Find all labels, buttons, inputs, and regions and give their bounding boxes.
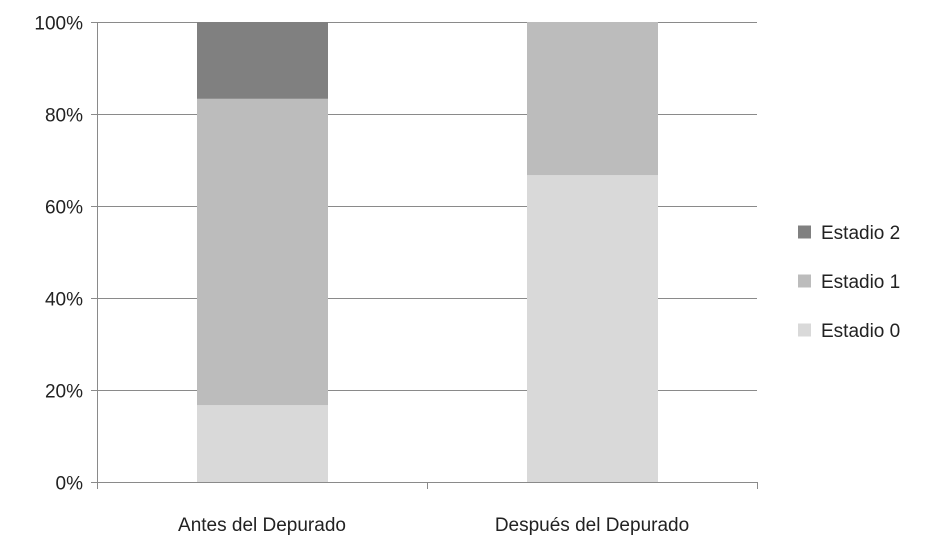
legend-label: Estadio 0	[821, 321, 900, 342]
x-category-label: Después del Depurado	[495, 515, 689, 536]
bar-estadio-0-cat-1	[527, 175, 658, 482]
y-tick-label: 100%	[34, 14, 83, 35]
bar-estadio-1-cat-0	[197, 98, 328, 406]
legend: Estadio 2 Estadio 1 Estadio 0	[798, 223, 900, 342]
bars	[197, 22, 658, 482]
bar-estadio-2-cat-0	[197, 22, 328, 99]
x-category-label: Antes del Depurado	[178, 515, 346, 536]
y-tick-label: 0%	[56, 474, 84, 495]
axes: 0% 20% 40% 60% 80% 100% Antes del Depurado Desp…	[34, 14, 758, 536]
bar-estadio-0-cat-0	[197, 405, 328, 482]
bar-estadio-1-cat-1	[527, 22, 658, 176]
legend-label: Estadio 1	[821, 272, 900, 293]
legend-swatch-estadio-1	[798, 274, 811, 288]
y-tick-label: 40%	[45, 290, 83, 311]
legend-swatch-estadio-0	[798, 323, 811, 337]
legend-label: Estadio 2	[821, 223, 900, 244]
y-tick-label: 80%	[45, 106, 83, 127]
legend-swatch-estadio-2	[798, 225, 811, 239]
y-tick-label: 60%	[45, 198, 83, 219]
y-tick-label: 20%	[45, 382, 83, 403]
